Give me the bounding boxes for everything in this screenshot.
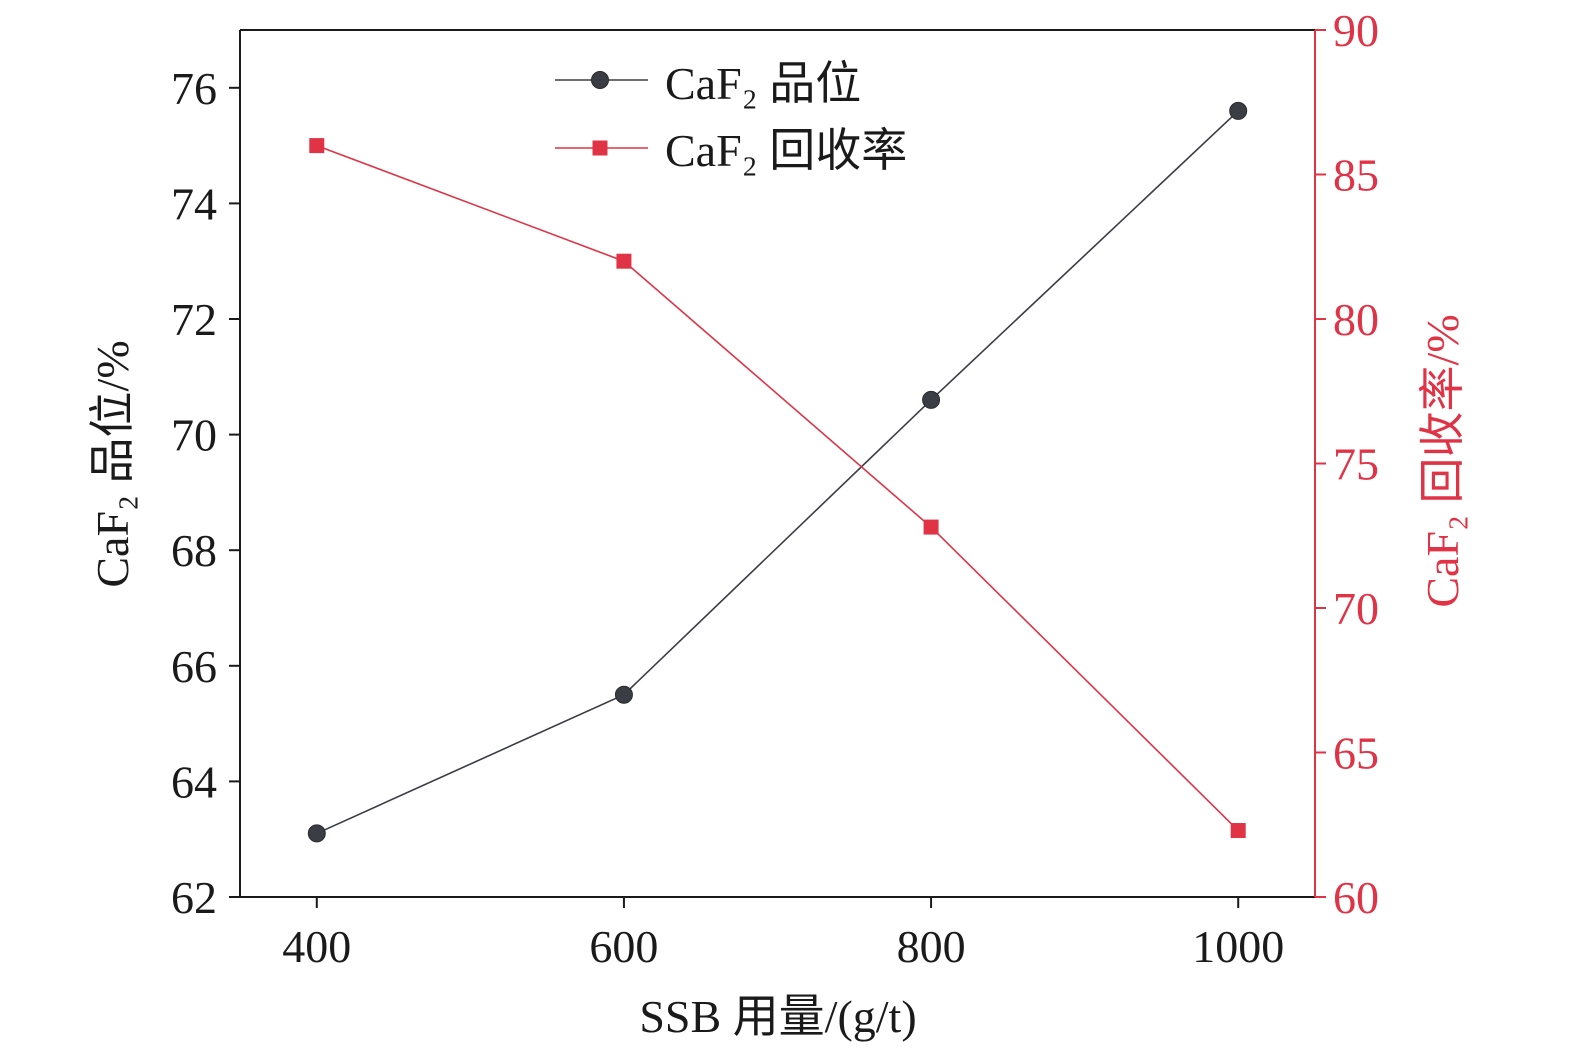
right-y-axis-title: CaF₂ 回收率/% (1417, 314, 1468, 607)
x-tick-label: 400 (282, 921, 351, 972)
legend: CaF₂ 品位 CaF₂ 回收率 (555, 58, 907, 176)
caf2-recovery-point (309, 138, 325, 154)
legend-circle-marker (591, 71, 609, 89)
caf2-recovery-point (1230, 823, 1246, 839)
caf2-grade-point (614, 685, 633, 704)
right-y-tick-label: 65 (1333, 728, 1379, 779)
legend-item-grade: CaF₂ 品位 (555, 58, 861, 109)
right-y-tick-label: 75 (1333, 439, 1379, 490)
caf2-recovery-series-line (316, 144, 1239, 832)
axis-ticks: 400 600 800 1000 62 64 66 68 70 72 74 76 60 65 70 75 80 8… (171, 5, 1379, 972)
right-y-tick-label: 85 (1333, 150, 1379, 201)
plot-series (307, 101, 1248, 843)
legend-square-marker (592, 140, 608, 156)
x-tick-label: 600 (589, 921, 658, 972)
x-axis-title: SSB 用量/(g/t) (639, 991, 916, 1042)
left-y-tick-label: 62 (171, 872, 217, 923)
caf2-grade-series-line (316, 110, 1239, 835)
left-y-tick-label: 64 (171, 756, 217, 807)
right-y-tick-label: 90 (1333, 5, 1379, 56)
left-y-tick-label: 68 (171, 525, 217, 576)
x-tick-label: 800 (897, 921, 966, 972)
caf2-recovery-point (923, 519, 939, 535)
left-y-tick-label: 72 (171, 294, 217, 345)
left-y-tick-label: 70 (171, 410, 217, 461)
caf2-grade-point (922, 390, 941, 409)
x-tick-label: 1000 (1192, 921, 1284, 972)
legend-label-grade: CaF₂ 品位 (665, 58, 861, 109)
left-y-axis-title: CaF₂ 品位/% (87, 340, 138, 587)
legend-item-recovery: CaF₂ 回收率 (555, 125, 907, 176)
left-y-tick-label: 74 (171, 178, 217, 229)
left-y-tick-label: 76 (171, 63, 217, 114)
legend-label-recovery: CaF₂ 回收率 (665, 125, 907, 176)
caf2-recovery-point (616, 253, 632, 269)
right-y-tick-label: 60 (1333, 872, 1379, 923)
right-y-tick-label: 70 (1333, 583, 1379, 634)
right-y-tick-label: 80 (1333, 294, 1379, 345)
left-y-tick-label: 66 (171, 641, 217, 692)
caf2-grade-point (1229, 101, 1248, 120)
caf2-grade-point (307, 824, 326, 843)
